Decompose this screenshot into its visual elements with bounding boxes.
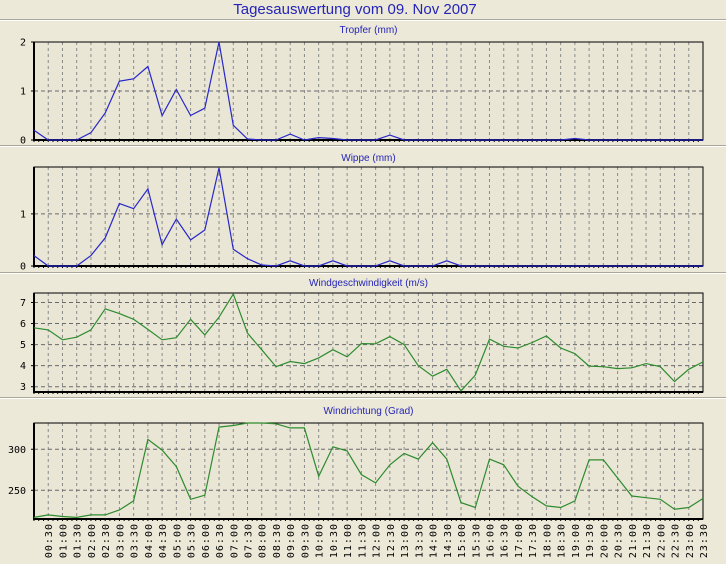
chart-title: Windrichtung (Grad)	[323, 406, 413, 417]
x-tick-label: 10:00	[315, 523, 326, 558]
x-tick-label: 20:00	[599, 523, 610, 558]
x-tick-label: 13:30	[414, 523, 425, 558]
x-tick-label: 01:00	[58, 523, 69, 558]
x-tick-label: 03:30	[130, 523, 141, 558]
x-tick-label: 14:00	[429, 523, 440, 558]
x-tick-label: 01:30	[73, 523, 84, 558]
chart-title: Windgeschwindigkeit (m/s)	[309, 278, 428, 289]
x-tick-label: 07:30	[244, 523, 255, 558]
plot-area	[34, 167, 703, 266]
x-tick-label: 12:00	[372, 523, 383, 558]
x-tick-label: 06:00	[201, 523, 212, 558]
x-tick-label: 19:00	[571, 523, 582, 558]
x-tick-label: 08:00	[258, 523, 269, 558]
plot-area	[34, 423, 703, 519]
y-tick-label: 7	[20, 298, 26, 309]
y-tick-label: 300	[8, 445, 26, 456]
plot-area	[34, 293, 703, 392]
x-tick-label: 23:30	[699, 523, 710, 558]
x-tick-label: 22:00	[656, 523, 667, 558]
y-tick-label: 1	[20, 209, 26, 220]
chart-title: Wippe (mm)	[341, 153, 395, 164]
y-tick-label: 0	[20, 136, 26, 147]
y-tick-label: 5	[20, 340, 26, 351]
chart-panel-1: Tropfer (mm) 0 1 2	[0, 25, 726, 147]
page-title: Tagesauswertung vom 09. Nov 2007	[233, 1, 477, 18]
x-tick-label: 02:30	[101, 523, 112, 558]
chart-panel-2: Wippe (mm) 0 1	[0, 153, 726, 274]
x-tick-label: 23:00	[685, 523, 696, 558]
x-tick-label: 12:30	[386, 523, 397, 558]
x-tick-label: 16:00	[485, 523, 496, 558]
x-tick-label: 16:30	[500, 523, 511, 558]
series-line-1	[33, 41, 703, 141]
x-tick-label: 04:30	[158, 523, 169, 558]
series-line-2	[33, 167, 703, 267]
x-tick-label: 21:00	[628, 523, 639, 558]
x-tick-label: 10:30	[329, 523, 340, 558]
x-tick-label: 07:00	[229, 523, 240, 558]
x-tick-label: 22:30	[671, 523, 682, 558]
x-tick-label: 04:00	[144, 523, 155, 558]
x-tick-label: 09:30	[300, 523, 311, 558]
chart-panel-3: Windgeschwindigkeit (m/s) 3 4 5 6 7	[0, 278, 726, 399]
chart-panel-4: Windrichtung (Grad) 250 300	[8, 406, 704, 521]
y-tick-label: 4	[20, 361, 26, 372]
x-tick-label: 11:30	[357, 523, 368, 558]
x-tick-label: 18:00	[542, 523, 553, 558]
x-tick-label: 06:30	[215, 523, 226, 558]
x-tick-label: 03:00	[115, 523, 126, 558]
x-tick-label: 05:30	[187, 523, 198, 558]
x-tick-label: 17:30	[528, 523, 539, 558]
x-tick-label: 00:30	[44, 523, 55, 558]
x-tick-label: 15:00	[457, 523, 468, 558]
y-tick-label: 3	[20, 382, 26, 393]
x-tick-label: 21:30	[642, 523, 653, 558]
y-tick-label: 2	[20, 38, 26, 49]
x-tick-label: 19:30	[585, 523, 596, 558]
x-tick-label: 09:00	[286, 523, 297, 558]
plot-area	[34, 42, 703, 140]
x-tick-label: 13:00	[400, 523, 411, 558]
y-tick-label: 250	[8, 486, 26, 497]
x-tick-label: 20:30	[614, 523, 625, 558]
x-tick-label: 08:30	[272, 523, 283, 558]
y-tick-label: 6	[20, 319, 26, 330]
x-tick-label: 17:00	[514, 523, 525, 558]
chart-title: Tropfer (mm)	[340, 25, 398, 36]
series-line-4	[33, 422, 704, 519]
x-tick-label: 11:00	[343, 523, 354, 558]
x-tick-label: 02:00	[87, 523, 98, 558]
x-tick-label: 14:30	[443, 523, 454, 558]
y-tick-label: 0	[20, 262, 26, 273]
x-tick-label: 05:00	[172, 523, 183, 558]
y-tick-label: 1	[20, 87, 26, 98]
x-tick-label: 15:30	[471, 523, 482, 558]
x-tick-label: 18:30	[557, 523, 568, 558]
series-line-3	[33, 292, 704, 392]
